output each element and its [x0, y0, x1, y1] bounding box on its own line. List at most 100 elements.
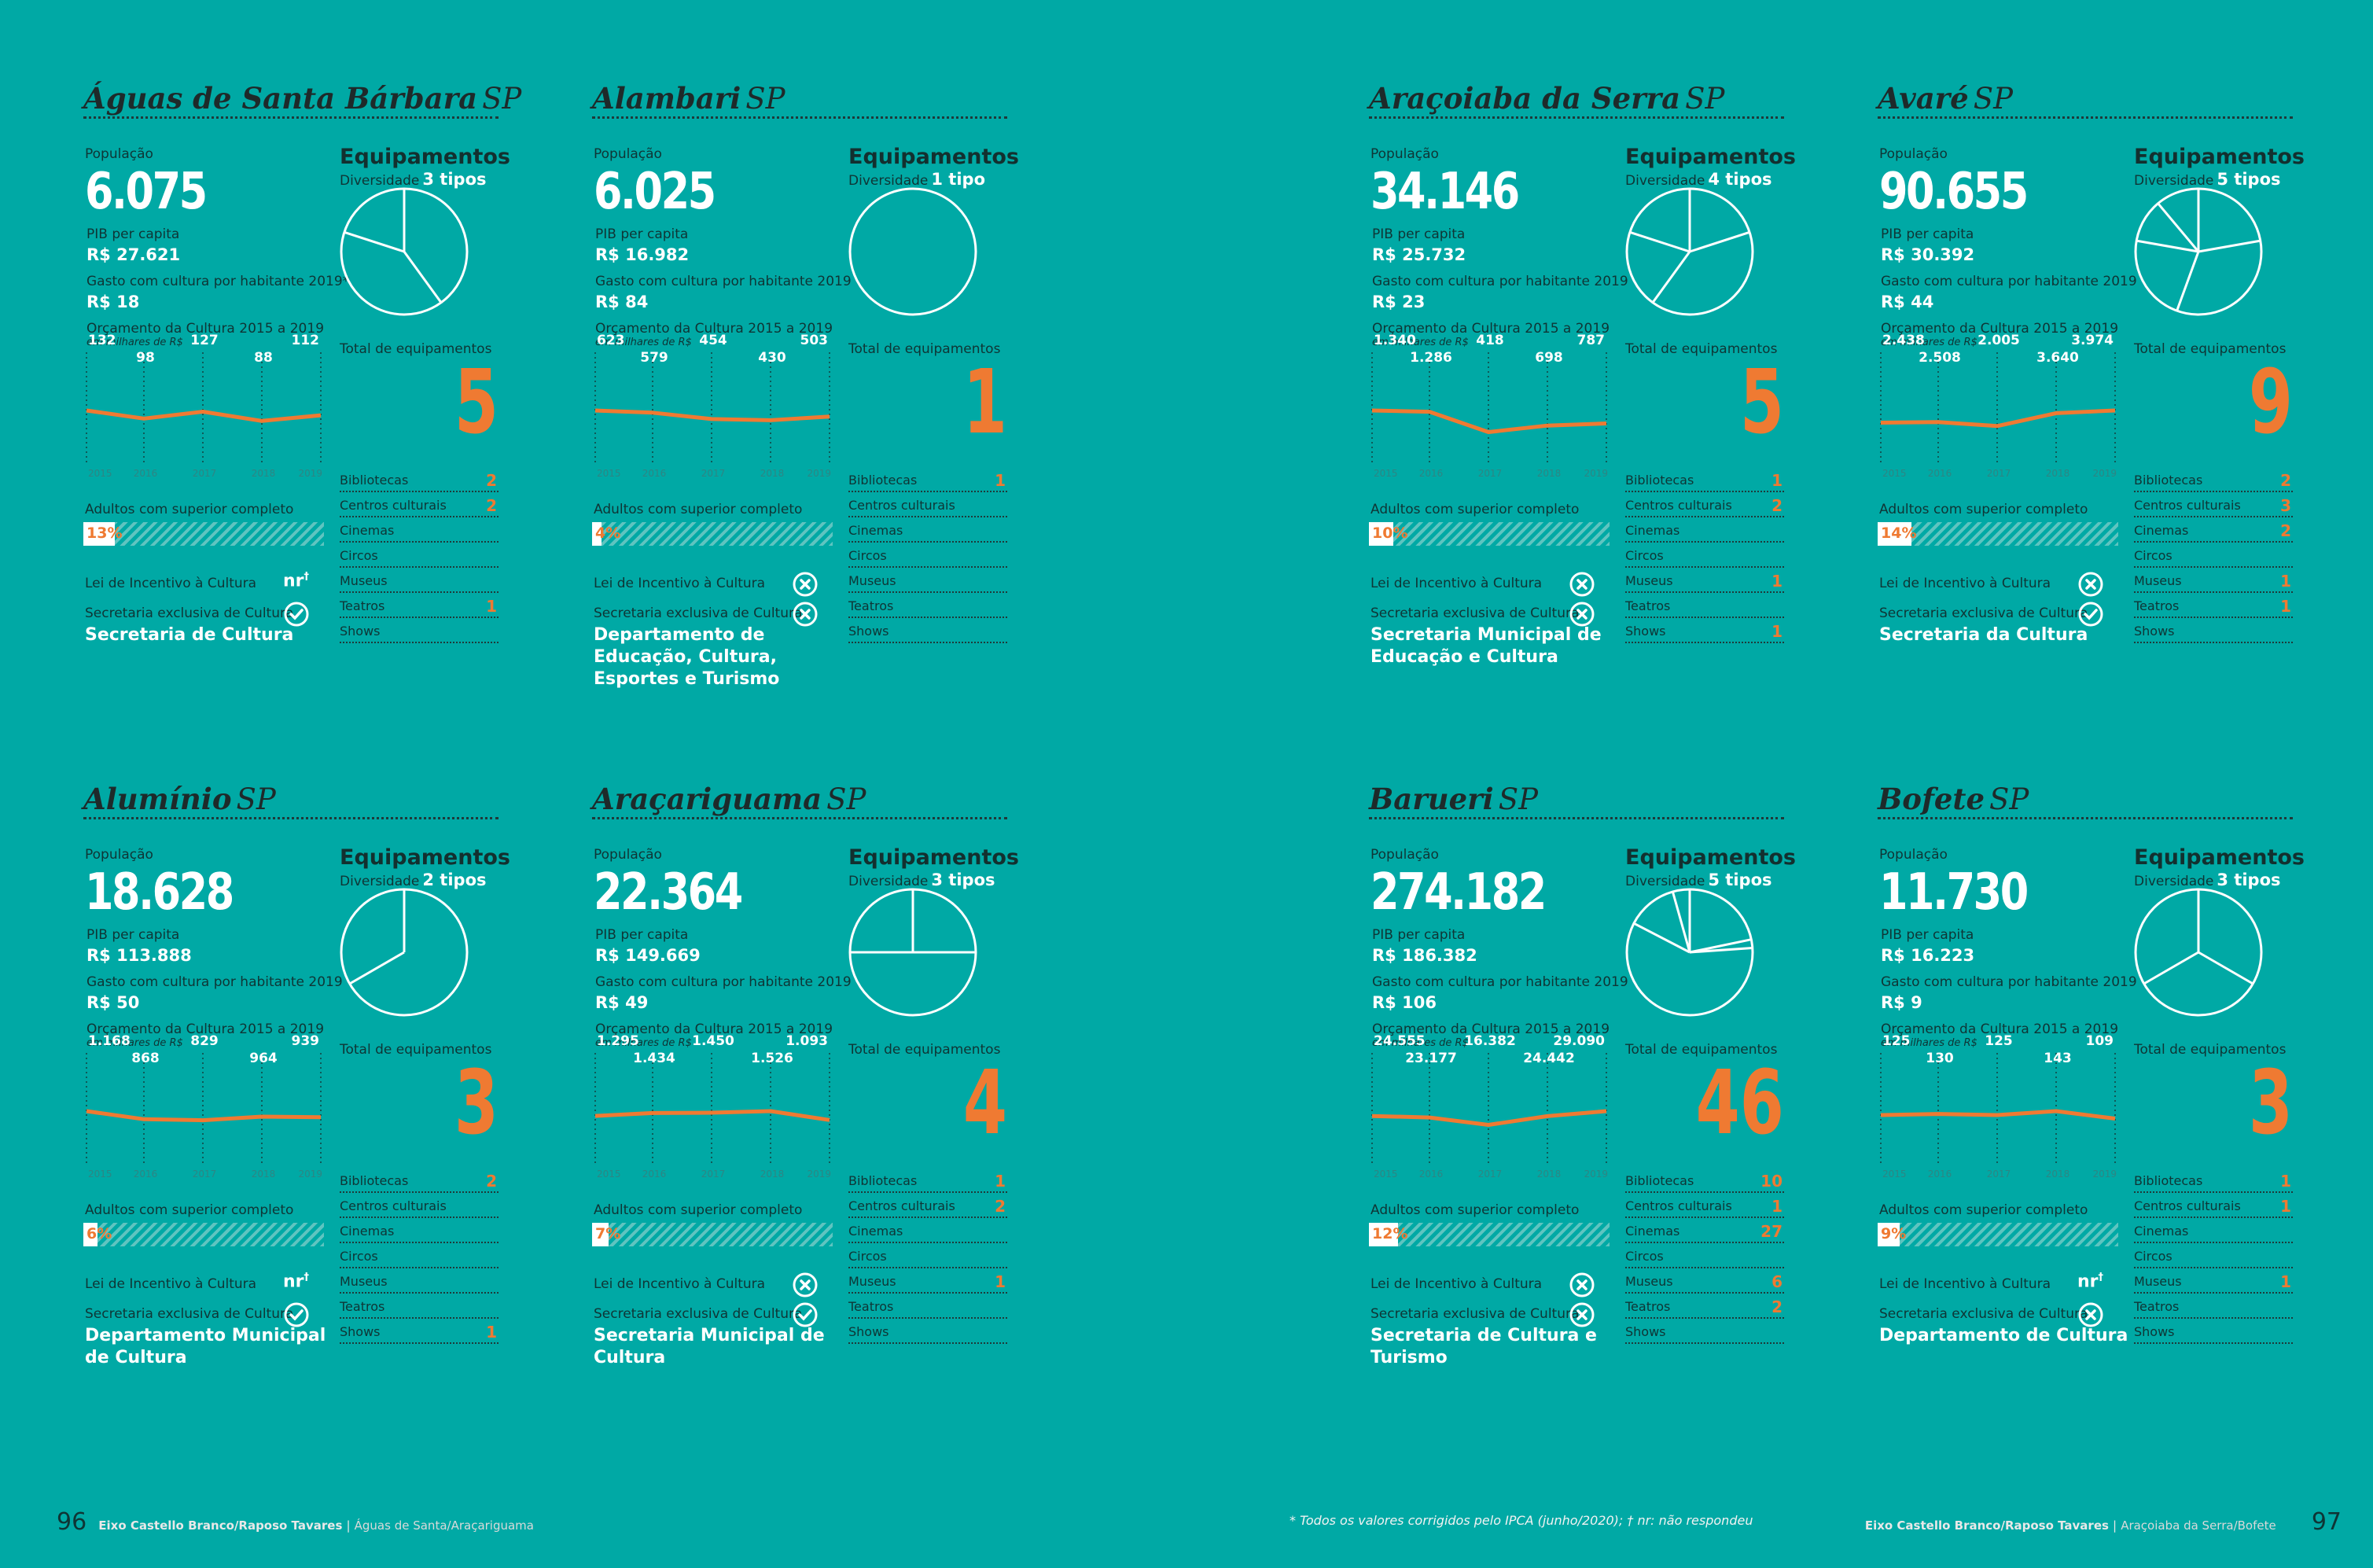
- x-circle-icon: [2077, 1301, 2104, 1331]
- equipment-title: Equipamentos: [848, 845, 1019, 870]
- adults-higher-ed-label: Adultos com superior completo: [1879, 1202, 2088, 1218]
- budget-value-label: 98: [136, 350, 155, 366]
- year-label: 2017: [1987, 1169, 2011, 1180]
- pie-slice-divider: [1629, 230, 1691, 253]
- adults-higher-ed-label: Adultos com superior completo: [1370, 502, 1580, 517]
- equipment-row: Cinemas: [1625, 517, 1784, 543]
- year-label: 2019: [2092, 468, 2117, 479]
- budget-unit-label: em milhares de R$: [1881, 1037, 1978, 1049]
- municipality-title: Araçariguama SP: [592, 782, 1007, 819]
- equipment-type: Cinemas: [1625, 523, 1680, 538]
- budget-value-label: 109: [2086, 1033, 2114, 1049]
- budget-chart: 132 2015 98 2016 127 2017 88 2018 112 2019: [83, 332, 324, 484]
- municipality-card: Araçariguama SP População 22.364 PIB per cap…: [592, 779, 1019, 1393]
- budget-value-label: 127: [190, 333, 219, 348]
- diversity-label: Diversidade 3 tipos: [2134, 870, 2281, 889]
- municipality-title: Araçoiaba da Serra SP: [1369, 82, 1784, 119]
- equipment-title: Equipamentos: [2134, 145, 2305, 169]
- total-equipment-label: Total de equipamentos: [340, 341, 492, 357]
- diversity-label: Diversidade 4 tipos: [1625, 170, 1772, 189]
- footer-separator-left: |: [346, 1518, 351, 1533]
- equipment-row: Circos: [1625, 1243, 1784, 1268]
- x-circle-icon: [2077, 571, 2104, 601]
- equipment-type: Cinemas: [1625, 1224, 1680, 1239]
- year-label: 2015: [1374, 1169, 1398, 1180]
- budget-value-label: 125: [1882, 1033, 1911, 1049]
- culture-spending-value: R$ 50: [86, 993, 140, 1012]
- diversity-value: 4 tipos: [1708, 170, 1772, 189]
- culture-spending-label: Gasto com cultura por habitante 2019: [595, 974, 852, 990]
- adults-higher-ed-value: 12%: [1372, 1225, 1408, 1242]
- budget-value-label: 1.434: [633, 1051, 675, 1066]
- total-equipment-label: Total de equipamentos: [2134, 1042, 2287, 1058]
- year-label: 2018: [2046, 468, 2070, 479]
- year-label: 2016: [134, 468, 158, 479]
- year-label: 2016: [642, 468, 667, 479]
- municipality-name: Alumínio: [83, 782, 232, 816]
- equipment-list: Bibliotecas 10 Centros culturais 1 Cinemas 27…: [1625, 1168, 1784, 1344]
- equipment-row: Shows: [848, 1319, 1007, 1344]
- budget-value-label: 623: [597, 333, 625, 348]
- equipment-count: 1: [1771, 622, 1783, 641]
- pib-label: PIB per capita: [1881, 226, 1974, 242]
- diversity-label: Diversidade 3 tipos: [340, 170, 487, 189]
- budget-line: [1371, 1109, 1607, 1127]
- equipment-row: Museus: [340, 1268, 499, 1294]
- diversity-value: 3 tipos: [2217, 870, 2281, 889]
- budget-value-label: 787: [1577, 333, 1606, 348]
- equipment-title: Equipamentos: [1625, 845, 1796, 870]
- incentive-law-value: nr: [2077, 1272, 2099, 1292]
- budget-label: Orçamento da Cultura 2015 a 2019: [595, 321, 833, 337]
- equipment-list: Bibliotecas 1 Centros culturais 2 Cinemas Cir…: [1625, 467, 1784, 643]
- adults-higher-ed-bar: 12%: [1369, 1223, 1610, 1246]
- equipment-count: 1: [1771, 1197, 1783, 1216]
- population-label: População: [85, 146, 153, 162]
- total-equipment-value: 46: [1695, 1052, 1784, 1154]
- municipality-title: Barueri SP: [1369, 782, 1784, 819]
- equipment-row: Centros culturais 2: [340, 492, 499, 517]
- total-equipment-label: Total de equipamentos: [848, 1042, 1001, 1058]
- diversity-text: Diversidade: [340, 874, 420, 889]
- equipment-row: Cinemas: [2134, 1218, 2293, 1243]
- total-equipment-label: Total de equipamentos: [848, 341, 1001, 357]
- equipment-count: 3: [2280, 496, 2291, 515]
- year-label: 2018: [760, 468, 785, 479]
- municipality-card: Bofete SP População 11.730 PIB per capita R$ …: [1878, 779, 2305, 1393]
- equipment-row: Teatros 1: [2134, 593, 2293, 618]
- equipment-type: Museus: [340, 1274, 388, 1289]
- equipment-type: Shows: [340, 1324, 381, 1339]
- x-circle-icon: [1569, 571, 1595, 601]
- budget-label: Orçamento da Cultura 2015 a 2019: [86, 321, 325, 337]
- diversity-text: Diversidade: [2134, 173, 2214, 189]
- equipment-type: Centros culturais: [340, 498, 447, 513]
- equipment-count: 2: [486, 1172, 497, 1191]
- equipment-type: Circos: [2134, 548, 2172, 563]
- total-equipment-label: Total de equipamentos: [340, 1042, 492, 1058]
- equipment-type: Circos: [848, 1249, 887, 1264]
- equipment-type: Circos: [2134, 1249, 2172, 1264]
- year-label: 2015: [88, 1169, 112, 1180]
- equipment-row: Bibliotecas 1: [848, 467, 1007, 492]
- population-label: População: [1370, 146, 1439, 162]
- budget-unit-label: em milhares de R$: [1372, 337, 1469, 348]
- equipment-list: Bibliotecas 1 Centros culturais Cinemas Circ…: [848, 467, 1007, 643]
- budget-unit-label: em milhares de R$: [1372, 1037, 1469, 1049]
- diversity-label: Diversidade 3 tipos: [848, 870, 995, 889]
- adults-higher-ed-value: 14%: [1881, 525, 1917, 542]
- equipment-title: Equipamentos: [1625, 145, 1796, 169]
- culture-spending-label: Gasto com cultura por habitante 2019: [1372, 974, 1628, 990]
- year-label: 2015: [597, 1169, 621, 1180]
- pie-slice-divider: [1689, 938, 1752, 954]
- year-label: 2018: [252, 468, 276, 479]
- municipality-name: Araçariguama: [592, 782, 822, 816]
- equipment-type: Bibliotecas: [1625, 473, 1694, 488]
- pie-slice-divider: [2198, 239, 2261, 253]
- year-label: 2017: [1478, 468, 1503, 479]
- incentive-law-nr: nr†: [2077, 1272, 2103, 1291]
- equipment-row: Centros culturais 1: [2134, 1193, 2293, 1218]
- year-label: 2016: [1419, 468, 1444, 479]
- budget-line: [1880, 408, 2116, 429]
- budget-line: [86, 408, 322, 423]
- diversity-text: Diversidade: [1625, 173, 1705, 189]
- equipment-type: Circos: [340, 1249, 378, 1264]
